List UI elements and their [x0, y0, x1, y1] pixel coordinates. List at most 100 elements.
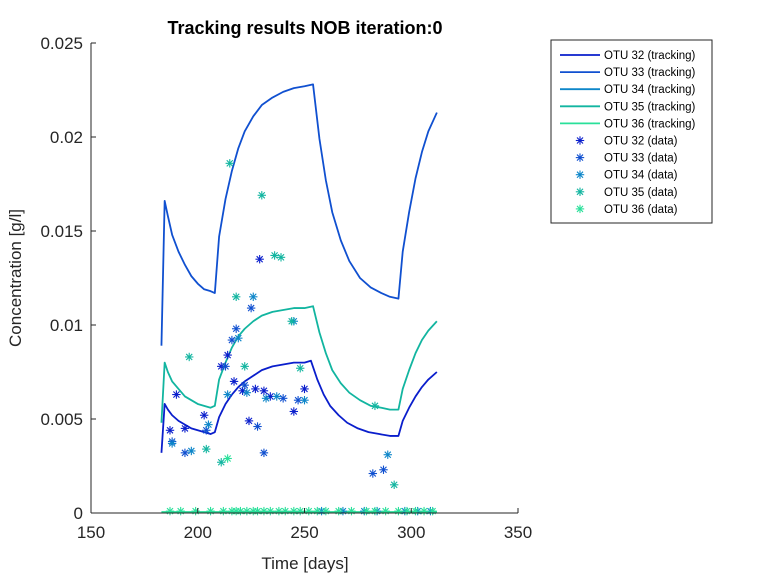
data-point	[273, 392, 281, 400]
data-point	[334, 507, 342, 515]
legend-entry-label: OTU 32 (tracking)	[604, 50, 696, 62]
x-tick-label: 300	[397, 523, 425, 542]
x-tick-label: 250	[290, 523, 318, 542]
data-point	[290, 407, 298, 415]
data-point	[228, 336, 236, 344]
data-point	[260, 387, 268, 395]
data-point	[223, 390, 231, 398]
legend-marker-swatch	[576, 205, 584, 213]
data-point	[347, 507, 355, 515]
data-point	[384, 451, 392, 459]
data-point	[234, 334, 242, 342]
axes-background	[91, 43, 518, 513]
data-point	[277, 253, 285, 261]
data-point	[168, 439, 176, 447]
y-axis-label: Concentration [g/l]	[6, 209, 25, 347]
data-point	[185, 353, 193, 361]
data-point	[255, 255, 263, 263]
data-point	[322, 507, 330, 515]
data-point	[206, 507, 214, 515]
data-point	[296, 507, 304, 515]
legend-entry-label: OTU 33 (tracking)	[604, 67, 696, 79]
plot-area: 150 200 250 300 350 0 0.005 0.01 0.015 0.02 0.025	[40, 34, 532, 542]
data-point	[362, 507, 370, 515]
data-point	[245, 417, 253, 425]
data-point	[300, 396, 308, 404]
legend-marker-swatch	[576, 171, 584, 179]
data-point	[187, 447, 195, 455]
data-point	[279, 394, 287, 402]
legend-entry-label: OTU 34 (tracking)	[604, 84, 696, 96]
data-point	[230, 377, 238, 385]
data-point	[390, 481, 398, 489]
data-point	[379, 466, 387, 474]
data-point	[191, 507, 199, 515]
legend-entry-label: OTU 36 (tracking)	[604, 118, 696, 130]
y-tick-label: 0.005	[40, 410, 83, 429]
legend-entry-label: OTU 35 (data)	[604, 187, 678, 199]
data-point	[281, 507, 289, 515]
legend-entry-label: OTU 33 (data)	[604, 153, 678, 165]
data-point	[369, 469, 377, 477]
legend-marker-swatch	[576, 153, 584, 161]
legend: OTU 32 (tracking) OTU 33 (tracking) OTU 34…	[551, 40, 712, 223]
y-tick-label: 0	[74, 504, 83, 523]
x-tick-label: 200	[184, 523, 212, 542]
data-point	[226, 159, 234, 167]
data-point	[371, 507, 379, 515]
data-point	[232, 293, 240, 301]
data-point	[221, 362, 229, 370]
data-point	[176, 507, 184, 515]
data-point	[166, 507, 174, 515]
y-tick-label: 0.015	[40, 222, 83, 241]
data-point	[403, 507, 411, 515]
data-point	[260, 449, 268, 457]
data-point	[200, 411, 208, 419]
data-point	[266, 507, 274, 515]
data-point	[241, 381, 249, 389]
x-tick-label: 150	[77, 523, 105, 542]
legend-entry-label: OTU 34 (data)	[604, 170, 678, 182]
legend-entry-label: OTU 36 (data)	[604, 204, 678, 216]
data-point	[411, 507, 419, 515]
x-axis-label: Time [days]	[261, 554, 348, 573]
data-point	[296, 364, 304, 372]
data-point	[232, 325, 240, 333]
data-point	[241, 362, 249, 370]
data-point	[253, 422, 261, 430]
data-point	[313, 507, 321, 515]
data-point	[258, 191, 266, 199]
y-tick-label: 0.02	[50, 128, 83, 147]
data-point	[287, 317, 295, 325]
data-point	[394, 507, 402, 515]
data-point	[300, 385, 308, 393]
data-point	[249, 293, 257, 301]
data-point	[270, 251, 278, 259]
data-point	[305, 507, 313, 515]
legend-marker-swatch	[576, 136, 584, 144]
data-point	[223, 454, 231, 462]
data-point	[219, 507, 227, 515]
data-point	[181, 424, 189, 432]
data-point	[204, 420, 212, 428]
data-point	[371, 402, 379, 410]
y-tick-label: 0.01	[50, 316, 83, 335]
legend-entry-label: OTU 32 (data)	[604, 136, 678, 148]
data-point	[223, 351, 231, 359]
data-point	[381, 507, 389, 515]
data-point	[172, 390, 180, 398]
data-point	[202, 445, 210, 453]
data-point	[247, 304, 255, 312]
data-point	[217, 458, 225, 466]
legend-marker-swatch	[576, 188, 584, 196]
chart-title: Tracking results NOB iteration:0	[167, 18, 442, 38]
y-tick-label: 0.025	[40, 34, 83, 53]
data-point	[428, 507, 436, 515]
data-point	[243, 388, 251, 396]
x-tick-label: 350	[504, 523, 532, 542]
data-point	[420, 507, 428, 515]
data-point	[262, 394, 270, 402]
data-point	[181, 449, 189, 457]
